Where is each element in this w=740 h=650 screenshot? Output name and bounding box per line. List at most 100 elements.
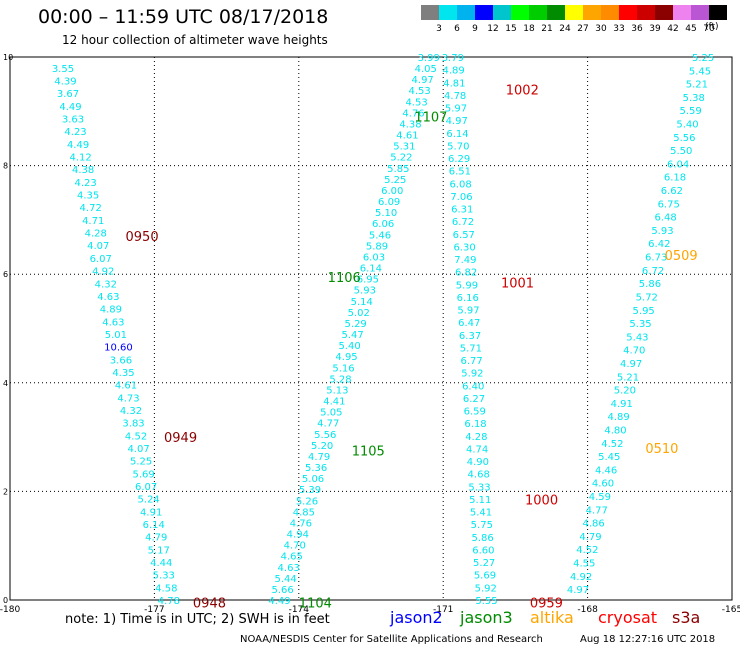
wave-height-value: 4.49 <box>268 596 290 607</box>
wave-height-value: 6.09 <box>378 197 400 208</box>
wave-height-value: 4.71 <box>82 216 104 227</box>
colorbar-swatch <box>457 5 475 20</box>
wave-height-value: 4.79 <box>145 533 167 544</box>
colorbar-tick: 39 <box>649 24 661 34</box>
wave-height-value: 4.70 <box>284 541 306 552</box>
wave-height-value: 4.97 <box>446 116 468 127</box>
pass-time-label: 0959 <box>530 597 563 612</box>
wave-height-value: 4.76 <box>290 518 312 529</box>
wave-height-value: 6.82 <box>455 268 477 279</box>
axis-ticks: -180 -177 -174 -171 -168 -165 0 2 4 6 8 10 <box>0 53 740 615</box>
wave-height-value: 4.53 <box>408 86 430 97</box>
wave-height-value: 6.37 <box>459 331 481 342</box>
wave-height-value: 4.52 <box>576 545 598 556</box>
colorbar-swatch <box>583 5 601 20</box>
wave-height-value: 5.17 <box>148 545 170 556</box>
wave-height-value: 6.07 <box>90 254 112 265</box>
wave-height-value: 5.41 <box>470 508 492 519</box>
wave-height-value: 4.58 <box>155 583 177 594</box>
pass-time-label: 1107 <box>414 111 447 126</box>
wave-height-value: 6.14 <box>143 520 165 531</box>
wave-height-value: 5.26 <box>296 496 318 507</box>
colorbar-swatch <box>637 5 655 20</box>
wave-height-value: 5.95 <box>633 306 655 317</box>
colorbar-swatch <box>601 5 619 20</box>
y-tick-label: 6 <box>3 270 8 279</box>
wave-height-value: 3.99 <box>418 53 440 64</box>
wave-height-value: 4.07 <box>127 444 149 455</box>
wave-height-value: 4.07 <box>87 241 109 252</box>
wave-height-value: 4.12 <box>69 153 91 164</box>
wave-height-value: 4.77 <box>586 505 608 516</box>
wave-height-value: 6.48 <box>654 213 676 224</box>
wave-height-value: 5.56 <box>314 430 336 441</box>
wave-height-value: 5.40 <box>676 120 698 131</box>
wave-height-value: 4.63 <box>97 292 119 303</box>
wave-height-value: 3.55 <box>52 64 74 75</box>
colorbar-swatch <box>655 5 673 20</box>
wave-height-value: 3.67 <box>57 89 79 100</box>
wave-height-value: 6.00 <box>381 186 403 197</box>
wave-height-value: 4.46 <box>595 465 617 476</box>
wave-height-value: 7.06 <box>450 192 472 203</box>
wave-height-value: 5.97 <box>457 306 479 317</box>
wave-height-value: 4.63 <box>278 563 300 574</box>
chart-title: 00:00 – 11:59 UTC 08/17/2018 <box>38 6 329 28</box>
x-tick-label: -171 <box>433 605 453 615</box>
wave-height-value: 5.39 <box>299 485 321 496</box>
wave-height-value: 6.07 <box>135 482 157 493</box>
wave-height-value: 4.41 <box>323 397 345 408</box>
wave-height-value: 5.36 <box>305 463 327 474</box>
wave-height-value: 4.89 <box>608 412 630 423</box>
wave-height-value: 5.16 <box>332 363 354 374</box>
wave-height-value: 4.92 <box>570 572 592 583</box>
wave-height-value: 6.16 <box>457 293 479 304</box>
y-tick-label: 2 <box>3 487 8 496</box>
wave-height-value: 6.75 <box>658 199 680 210</box>
wave-height-value: 5.47 <box>341 330 363 341</box>
wave-height-value: 4.65 <box>281 552 303 563</box>
legend-jason2: jason2 <box>390 608 443 627</box>
footer-note: note: 1) Time is in UTC; 2) SWH is in fe… <box>65 612 330 627</box>
wave-height-value: 5.93 <box>651 226 673 237</box>
wave-height-value: 5.55 <box>475 596 497 607</box>
wave-height-value: 4.32 <box>95 279 117 290</box>
wave-height-value: 5.99 <box>456 280 478 291</box>
wave-height-value: 4.80 <box>604 425 626 436</box>
colorbar-swatch <box>565 5 583 20</box>
wave-height-value: 4.53 <box>405 97 427 108</box>
wave-height-value: 5.69 <box>132 469 154 480</box>
colorbar-tick: 18 <box>523 24 535 34</box>
colorbar: 3 6 9 12 15 18 21 24 27 30 33 36 39 42 45 70 <box>421 5 727 34</box>
wave-height-value: 6.14 <box>360 264 382 275</box>
wave-height-value: 5.02 <box>348 308 370 319</box>
pass-time-label: 0950 <box>126 230 159 245</box>
wave-height-value: 5.24 <box>138 495 160 506</box>
y-tick-label: 4 <box>3 379 8 388</box>
x-tick-label: -177 <box>144 605 164 615</box>
wave-height-value: 4.86 <box>582 519 604 530</box>
plot-frame <box>9 56 733 601</box>
wave-height-value: 4.92 <box>92 267 114 278</box>
wave-height-value: 4.60 <box>592 479 614 490</box>
colorbar-swatch <box>547 5 565 20</box>
wave-height-value: 5.50 <box>670 146 692 157</box>
wave-height-value: 5.31 <box>393 142 415 153</box>
wave-height-value: 5.92 <box>461 369 483 380</box>
colorbar-swatch <box>475 5 493 20</box>
wave-height-value: 4.61 <box>115 381 137 392</box>
pass-time-label: 0510 <box>645 442 678 457</box>
colorbar-swatch <box>619 5 637 20</box>
colorbar-tick: 33 <box>613 24 624 34</box>
colorbar-tick: 21 <box>541 24 552 34</box>
plot-grid <box>10 57 732 600</box>
wave-height-value: 4.23 <box>75 178 97 189</box>
wave-height-value: 4.79 <box>579 532 601 543</box>
wave-height-value: 5.85 <box>387 164 409 175</box>
wave-height-value: 4.79 <box>308 452 330 463</box>
wave-height-value: 6.40 <box>462 381 484 392</box>
colorbar-tick: 6 <box>454 24 460 34</box>
wave-height-value: 4.59 <box>589 492 611 503</box>
wave-height-value: 5.25 <box>692 53 714 64</box>
wave-height-value: 5.45 <box>598 452 620 463</box>
